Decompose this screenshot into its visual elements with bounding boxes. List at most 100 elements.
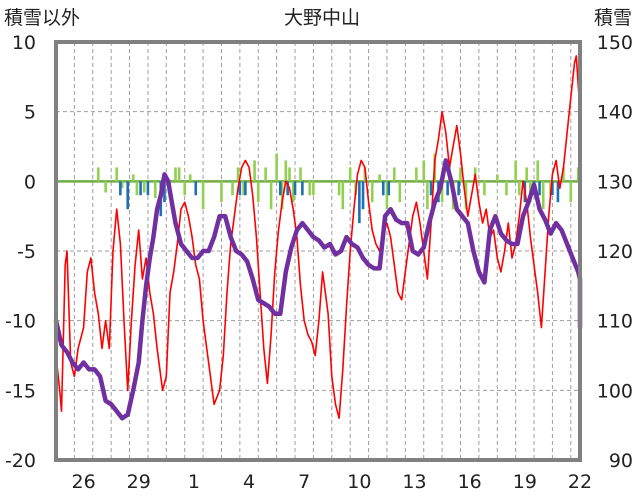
bar-mark	[238, 181, 242, 196]
grid-lines	[56, 42, 580, 460]
bar-mark	[291, 181, 295, 203]
left-y-tick-label: -20	[5, 450, 36, 472]
bar-mark	[279, 181, 282, 196]
bar-mark	[293, 181, 297, 196]
bar-mark	[348, 167, 352, 182]
line-series	[53, 55, 583, 421]
bar-mark	[236, 167, 240, 182]
bar-mark	[381, 181, 385, 196]
left-y-tick-label: 10	[12, 32, 36, 54]
bar-mark	[569, 181, 573, 203]
bar-mark	[370, 181, 374, 203]
bar-mark	[429, 181, 433, 196]
bar-mark	[119, 181, 122, 196]
bar-mark	[562, 167, 565, 182]
bar-mark	[495, 174, 499, 182]
bar-mark	[514, 160, 517, 182]
bar-mark	[256, 181, 260, 203]
bar-mark	[275, 153, 278, 182]
bar-mark	[426, 181, 429, 210]
bar-mark	[551, 181, 554, 196]
bar-mark	[483, 181, 486, 196]
bar-mark	[142, 181, 146, 193]
bar-mark	[96, 167, 100, 182]
right-y-tick-label: 120	[597, 241, 633, 263]
left-y-tick-label: -15	[5, 380, 36, 402]
bar-mark	[341, 181, 345, 210]
bar-mark	[538, 181, 541, 196]
bar-mark	[153, 181, 157, 199]
bar-mark	[398, 181, 402, 203]
x-tick-label: 26	[71, 471, 95, 493]
bar-mark	[312, 181, 315, 196]
bar-mark	[457, 181, 460, 196]
bar-mark	[422, 160, 426, 182]
bar-mark	[163, 181, 166, 203]
bar-mark	[459, 167, 462, 182]
bar-mark	[387, 181, 391, 196]
bar-mark	[284, 160, 288, 182]
bar-mark	[280, 181, 284, 210]
x-tick-label: 4	[243, 471, 255, 493]
chart-title: 大野中山	[284, 7, 360, 29]
left-y-tick-label: 0	[24, 171, 36, 193]
left-y-tick-label: -5	[17, 241, 36, 263]
bar-mark	[415, 167, 418, 182]
bar-mark	[177, 167, 181, 182]
bar-mark	[244, 181, 247, 196]
right-y-tick-label: 130	[597, 171, 633, 193]
x-tick-label: 7	[298, 471, 310, 493]
x-tick-label: 22	[568, 471, 592, 493]
bar-mark	[131, 174, 135, 182]
bar-mark	[440, 181, 444, 203]
bar-mark	[231, 181, 234, 196]
bar-mark	[358, 181, 361, 224]
bar-mark	[286, 181, 289, 196]
bar-mark	[253, 160, 256, 182]
bar-mark	[139, 181, 142, 196]
bar-mark	[308, 181, 312, 196]
bar-mark	[220, 181, 223, 203]
x-tick-label: 10	[347, 471, 371, 493]
bar-mark	[201, 181, 205, 210]
bar-mark	[446, 181, 449, 196]
x-tick-label: 1	[188, 471, 200, 493]
bar-mark	[301, 181, 304, 196]
x-tick-label: 13	[402, 471, 426, 493]
bar-mark	[337, 181, 341, 196]
right-y-tick-label: 100	[597, 380, 633, 402]
x-tick-label: 29	[127, 471, 151, 493]
x-tick-label: 16	[458, 471, 482, 493]
right-y-tick-label: 150	[597, 32, 633, 54]
right-axis-label: 積雪	[594, 7, 632, 29]
snow-depth-line	[53, 158, 583, 421]
bar-mark	[525, 167, 528, 182]
bar-mark	[188, 174, 192, 182]
bar-mark	[135, 181, 139, 196]
left-axis-label: 積雪以外	[4, 7, 80, 29]
bar-mark	[464, 181, 468, 210]
bar-mark	[288, 167, 291, 182]
bar-mark	[518, 181, 521, 196]
bar-mark	[264, 167, 267, 182]
bar-mark	[126, 181, 130, 210]
bar-mark	[556, 181, 560, 203]
bar-mark	[361, 181, 365, 210]
bar-mark	[115, 167, 118, 182]
bar-mark	[183, 181, 187, 196]
bar-mark	[174, 167, 177, 182]
bar-mark	[541, 181, 545, 210]
temperature-line	[55, 55, 581, 419]
x-tick-label: 19	[513, 471, 537, 493]
bar-mark	[299, 167, 302, 182]
bar-mark	[393, 167, 396, 182]
bar-mark	[242, 181, 245, 196]
right-y-tick-label: 90	[609, 450, 633, 472]
bar-mark	[146, 181, 150, 196]
plot-frame	[54, 40, 582, 462]
left-y-tick-label: -10	[5, 311, 36, 333]
bar-mark	[505, 181, 508, 196]
